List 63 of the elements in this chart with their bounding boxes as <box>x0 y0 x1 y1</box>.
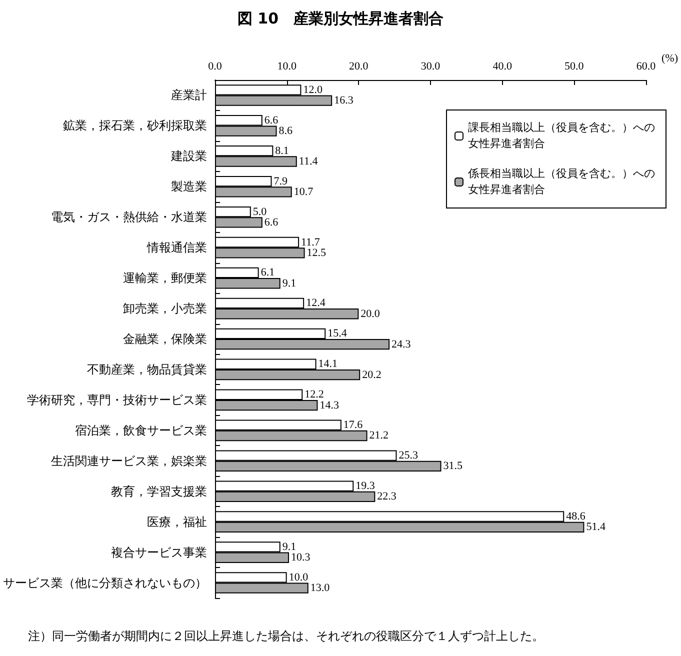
data-label: 20.0 <box>360 308 380 320</box>
x-tick-label: 60.0 <box>636 60 656 72</box>
data-label: 12.2 <box>304 388 324 401</box>
y-tick-label: 電気・ガス・熱供給・水道業 <box>51 210 207 224</box>
data-label: 8.6 <box>278 125 294 138</box>
legend-label: 課長相当職以上（役員を含む。）への女性昇進者割合 <box>468 121 655 150</box>
data-label: 10.7 <box>294 186 314 198</box>
text: 注）同一労働者が期間内に２回以上昇進した場合は、それぞれの役職区分で１人ずつ計上した。 <box>28 629 544 643</box>
data-label: 25.3 <box>398 450 418 462</box>
y-tick-label: 鉱業，採石業，砂利採取業 <box>63 118 207 133</box>
legend-label: 係長相当職以上（役員を含む。）への女性昇進者割合 <box>468 167 655 196</box>
y-tick-label: 卸売業，小売業 <box>123 302 207 316</box>
data-label: 8.1 <box>275 144 289 157</box>
data-label: 13.0 <box>310 582 330 594</box>
data-label: 9.1 <box>282 540 296 553</box>
data-label: 6.6 <box>264 216 279 228</box>
x-tick-label: 40.0 <box>492 60 512 72</box>
data-label: 17.6 <box>343 419 364 432</box>
y-tick-label: 不動産業，物品賃貸業 <box>87 362 207 376</box>
y-tick-label: 医療，福祉 <box>147 514 207 529</box>
data-label: 5.0 <box>252 206 268 218</box>
data-label: 10.3 <box>290 552 311 564</box>
data-label: 9.1 <box>282 277 296 290</box>
y-tick-label: 産業計 <box>171 88 207 102</box>
y-tick-label: 情報通信業 <box>146 240 207 255</box>
y-tick-label: サービス業（他に分類されないもの） <box>3 576 207 590</box>
y-tick-label: 学術研究，専門・技術サービス業 <box>27 392 207 407</box>
y-tick-label: 運輸業，郵便業 <box>123 271 207 286</box>
data-label: 19.3 <box>356 480 376 492</box>
chart-title: 図 10 産業別女性昇進者割合 <box>237 10 444 28</box>
x-tick-label: 0.0 <box>208 60 222 72</box>
data-label: 11.4 <box>298 156 318 168</box>
data-label: 12.5 <box>306 246 327 259</box>
data-label: 31.5 <box>443 460 464 472</box>
data-label: 14.3 <box>320 399 340 412</box>
data-label: 12.4 <box>306 297 326 310</box>
y-tick-label: 複合サービス事業 <box>111 545 207 560</box>
data-label: 16.3 <box>334 94 354 107</box>
data-label: 51.4 <box>586 521 606 534</box>
x-tick-label: 30.0 <box>420 60 441 72</box>
y-tick-label: 製造業 <box>171 180 207 194</box>
x-tick-label: 50.0 <box>564 60 584 72</box>
x-tick-label: 20.0 <box>349 60 369 72</box>
data-label: 10.0 <box>288 571 309 584</box>
data-label: 21.2 <box>369 430 389 442</box>
data-label: 22.3 <box>377 490 397 503</box>
x-axis-title: (%) <box>662 52 678 64</box>
data-label: 20.2 <box>362 368 382 381</box>
y-tick-label: 教育，学習支援業 <box>111 484 207 498</box>
data-label: 48.6 <box>566 510 586 522</box>
y-tick-label: 金融業，保険業 <box>123 332 207 346</box>
data-label: 14.1 <box>318 358 338 370</box>
data-label: 24.3 <box>392 338 412 350</box>
y-tick-label: 宿泊業，飲食サービス業 <box>75 423 207 438</box>
x-tick-label: 10.0 <box>277 60 297 72</box>
data-label: 11.7 <box>301 236 320 248</box>
y-tick-label: 生活関連サービス業，娯楽業 <box>51 454 207 468</box>
y-tick-label: 建設業 <box>170 149 207 164</box>
data-label: 7.9 <box>274 175 288 188</box>
data-label: 12.0 <box>303 84 323 96</box>
data-label: 15.4 <box>328 328 348 340</box>
data-label: 6.1 <box>260 266 275 279</box>
data-label: 6.6 <box>264 114 279 126</box>
